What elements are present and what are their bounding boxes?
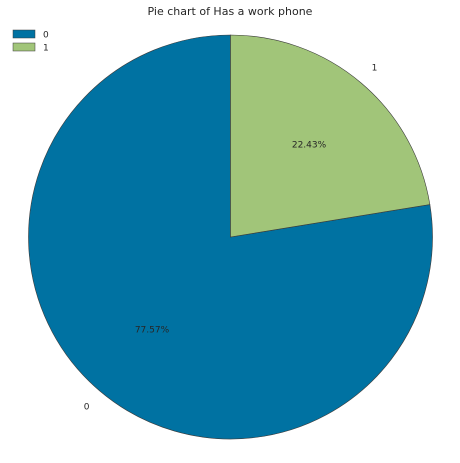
pie-slice-1 [230, 34, 431, 238]
legend: 01 [12, 29, 49, 54]
pie-labels: 77.57% 0 22.43% 1 [84, 64, 378, 413]
percent-label-1: 22.43% [292, 141, 327, 151]
legend-label-0: 0 [43, 31, 49, 41]
slice-label-0: 0 [84, 402, 90, 412]
chart-title: Pie chart of Has a work phone [148, 5, 313, 18]
slice-label-1: 1 [372, 64, 378, 74]
percent-label-0: 77.57% [135, 325, 170, 335]
legend-swatch-1 [12, 42, 36, 52]
legend-swatch-0 [12, 29, 36, 39]
legend-label-1: 1 [43, 44, 49, 54]
pie-slices [28, 34, 433, 440]
